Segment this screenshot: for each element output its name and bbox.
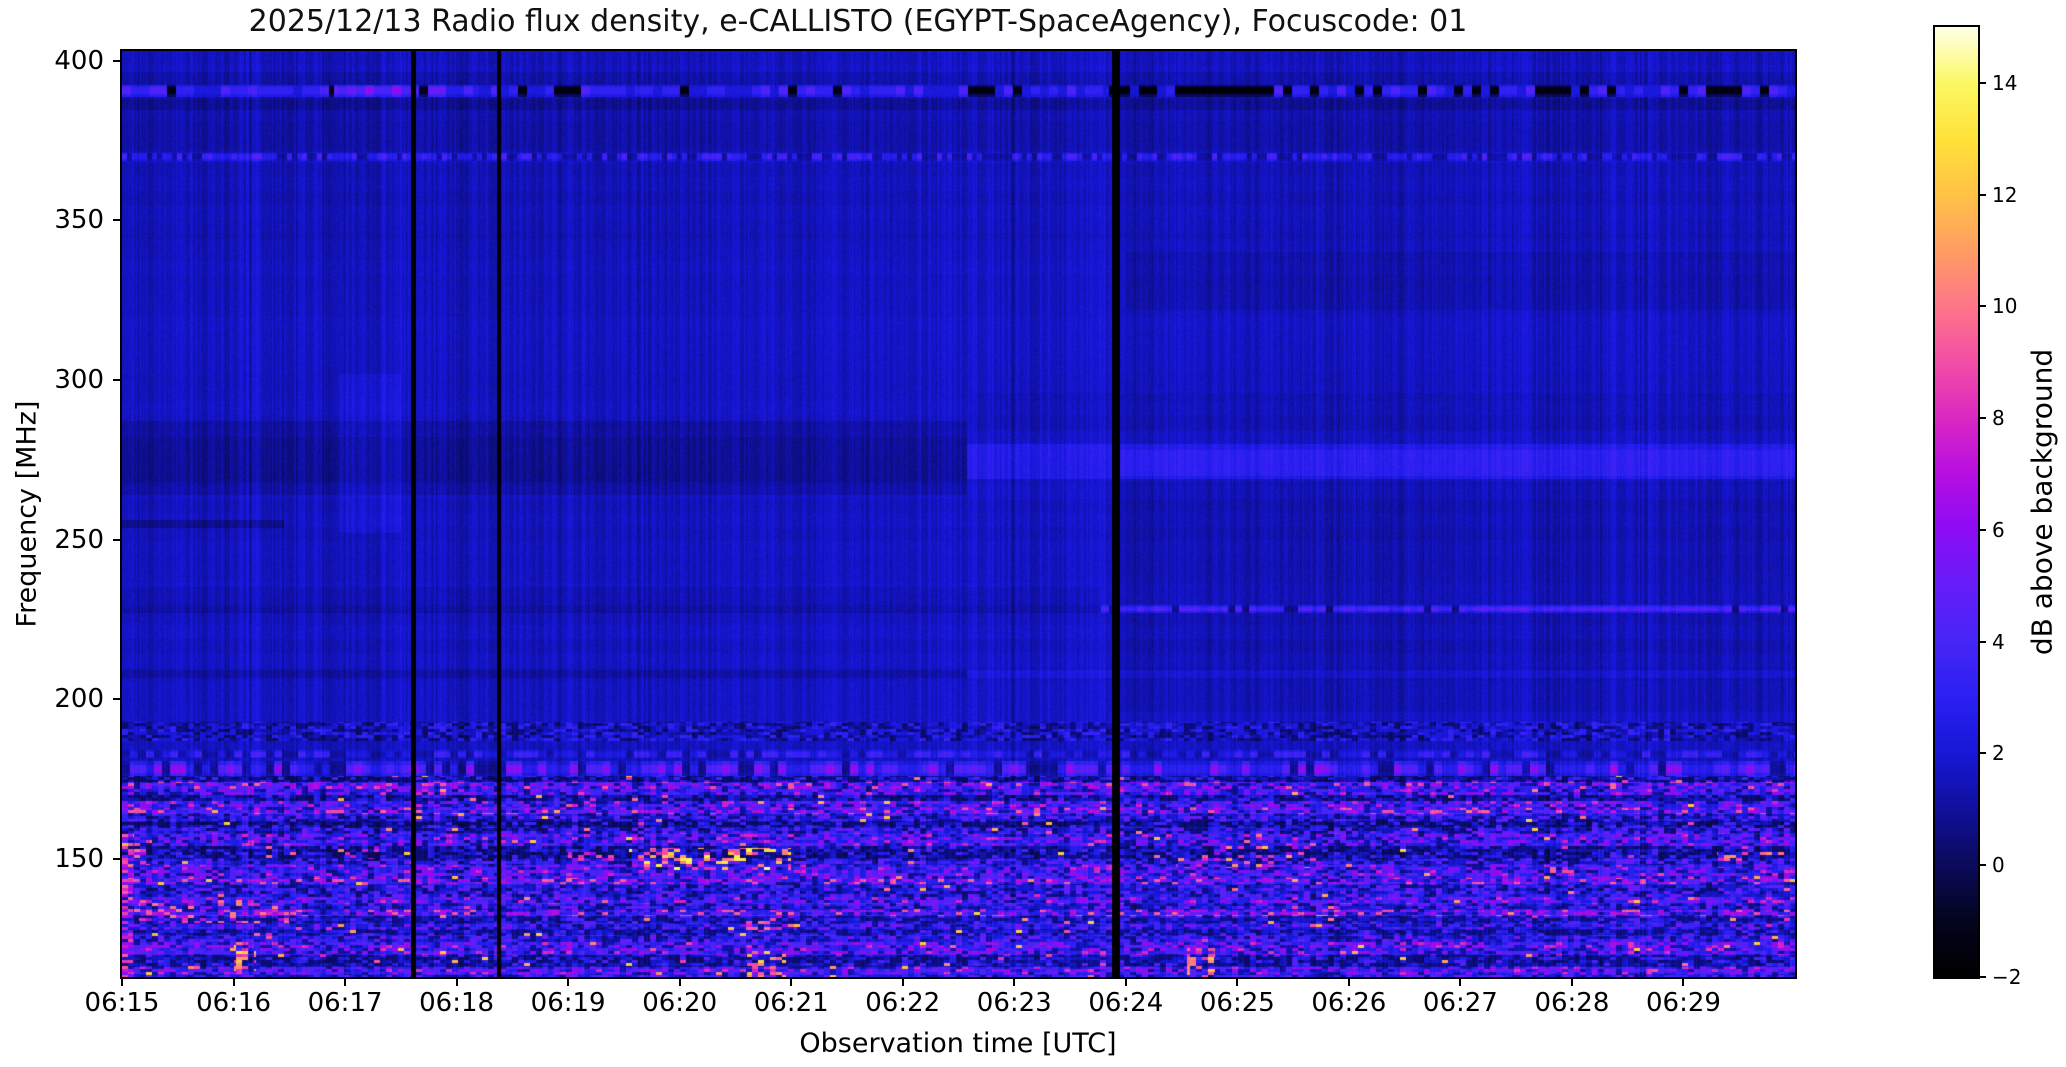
x-axis-label: Observation time [UTC] — [799, 1028, 1117, 1059]
colorbar-label: dB above background — [2025, 348, 2059, 656]
x-tick-label: 06:19 — [530, 988, 606, 1018]
y-tick-mark — [113, 378, 122, 381]
colorbar-tick-label: 14 — [1992, 70, 2018, 95]
colorbar-tick-label: −2 — [1992, 965, 2022, 989]
x-tick-label: 06:22 — [865, 988, 941, 1018]
x-tick-mark — [344, 977, 347, 986]
x-tick-label: 06:27 — [1422, 988, 1498, 1018]
y-tick-mark — [113, 219, 122, 222]
x-tick-mark — [1013, 977, 1016, 986]
colorbar-gradient — [1935, 27, 1978, 977]
colorbar-tick-label: 0 — [1992, 853, 2005, 878]
x-tick-mark — [567, 977, 570, 986]
x-tick-label: 06:17 — [307, 988, 383, 1018]
colorbar — [1933, 25, 1980, 979]
x-tick-label: 06:16 — [196, 988, 271, 1018]
colorbar-tick-label: 4 — [1992, 629, 2005, 654]
x-tick-mark — [1236, 977, 1239, 986]
colorbar-tick-mark — [1978, 752, 1986, 755]
x-tick-mark — [232, 977, 235, 986]
x-tick-mark — [678, 977, 681, 986]
x-tick-mark — [1570, 977, 1573, 986]
colorbar-tick-mark — [1978, 305, 1986, 308]
x-tick-label: 06:15 — [84, 988, 160, 1018]
colorbar-tick-label: 2 — [1992, 741, 2005, 766]
y-tick-label: 350 — [54, 205, 104, 236]
spectrogram-canvas — [122, 51, 1795, 977]
colorbar-tick-mark — [1978, 528, 1986, 531]
y-tick-mark — [113, 59, 122, 62]
x-tick-mark — [1124, 977, 1127, 986]
y-tick-mark — [113, 857, 122, 860]
x-tick-mark — [1347, 977, 1350, 986]
x-tick-mark — [455, 977, 458, 986]
x-tick-label: 06:24 — [1088, 988, 1164, 1018]
colorbar-tick-label: 12 — [1992, 182, 2018, 207]
colorbar-tick-mark — [1978, 976, 1986, 978]
colorbar-tick-mark — [1978, 864, 1986, 867]
y-tick-label: 150 — [54, 843, 104, 874]
colorbar-tick-mark — [1978, 193, 1986, 196]
x-tick-label: 06:25 — [1199, 988, 1275, 1018]
colorbar-tick-label: 10 — [1992, 294, 2018, 319]
colorbar-tick-label: 8 — [1992, 406, 2005, 431]
x-tick-label: 06:21 — [753, 988, 829, 1018]
x-tick-label: 06:20 — [642, 988, 718, 1018]
x-tick-label: 06:28 — [1534, 988, 1610, 1018]
chart-title: 2025/12/13 Radio flux density, e-CALLIST… — [248, 4, 1468, 39]
x-tick-label: 06:26 — [1311, 988, 1387, 1018]
colorbar-tick-mark — [1978, 417, 1986, 420]
x-tick-label: 06:18 — [419, 988, 495, 1018]
y-tick-label: 300 — [54, 364, 104, 395]
x-tick-mark — [1459, 977, 1462, 986]
y-tick-mark — [113, 538, 122, 541]
y-tick-label: 200 — [54, 684, 104, 715]
x-tick-mark — [121, 977, 123, 986]
x-tick-label: 06:29 — [1645, 988, 1721, 1018]
y-axis-label: Frequency [MHz] — [11, 400, 43, 628]
x-tick-mark — [1682, 977, 1685, 986]
y-tick-label: 400 — [54, 45, 104, 76]
colorbar-tick-label: 6 — [1992, 517, 2005, 542]
y-tick-label: 250 — [54, 524, 104, 555]
colorbar-tick-mark — [1978, 640, 1986, 643]
colorbar-tick-mark — [1978, 81, 1986, 84]
x-tick-mark — [790, 977, 793, 986]
y-tick-mark — [113, 698, 122, 701]
x-tick-label: 06:23 — [976, 988, 1052, 1018]
x-tick-mark — [901, 977, 904, 986]
